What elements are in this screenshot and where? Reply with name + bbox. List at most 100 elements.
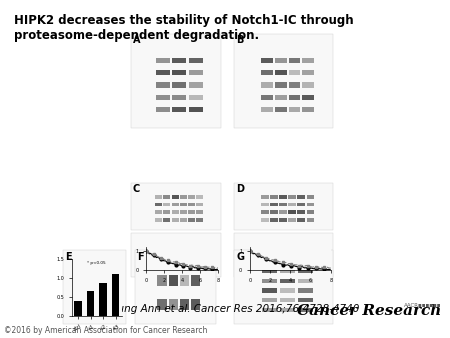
FancyBboxPatch shape xyxy=(234,250,333,324)
FancyBboxPatch shape xyxy=(288,95,300,100)
FancyBboxPatch shape xyxy=(135,250,216,324)
Text: C: C xyxy=(133,184,140,194)
FancyBboxPatch shape xyxy=(191,275,200,286)
FancyBboxPatch shape xyxy=(172,211,179,214)
FancyBboxPatch shape xyxy=(197,218,203,222)
FancyBboxPatch shape xyxy=(189,70,202,75)
FancyBboxPatch shape xyxy=(306,195,314,198)
FancyBboxPatch shape xyxy=(63,250,126,324)
FancyBboxPatch shape xyxy=(261,308,277,312)
FancyBboxPatch shape xyxy=(189,95,202,100)
Text: B: B xyxy=(236,35,243,46)
FancyBboxPatch shape xyxy=(298,308,313,312)
FancyBboxPatch shape xyxy=(172,82,186,88)
FancyBboxPatch shape xyxy=(156,82,170,88)
FancyBboxPatch shape xyxy=(261,218,269,222)
FancyBboxPatch shape xyxy=(280,269,295,273)
FancyBboxPatch shape xyxy=(280,298,295,302)
FancyBboxPatch shape xyxy=(188,195,195,198)
Bar xyxy=(74,301,82,316)
FancyBboxPatch shape xyxy=(298,298,313,302)
FancyBboxPatch shape xyxy=(163,211,171,214)
FancyBboxPatch shape xyxy=(180,211,187,214)
FancyBboxPatch shape xyxy=(275,58,287,63)
FancyBboxPatch shape xyxy=(261,82,273,88)
FancyBboxPatch shape xyxy=(163,203,171,206)
FancyBboxPatch shape xyxy=(163,218,171,222)
FancyBboxPatch shape xyxy=(180,275,189,286)
FancyBboxPatch shape xyxy=(275,70,287,75)
FancyBboxPatch shape xyxy=(130,233,220,277)
FancyBboxPatch shape xyxy=(172,95,186,100)
FancyBboxPatch shape xyxy=(280,308,295,312)
Bar xyxy=(87,291,94,316)
FancyBboxPatch shape xyxy=(298,269,313,273)
FancyBboxPatch shape xyxy=(189,82,202,88)
FancyBboxPatch shape xyxy=(169,275,178,286)
FancyBboxPatch shape xyxy=(197,211,203,214)
FancyBboxPatch shape xyxy=(130,183,220,230)
FancyBboxPatch shape xyxy=(163,195,171,198)
FancyBboxPatch shape xyxy=(288,195,296,198)
FancyBboxPatch shape xyxy=(130,34,220,128)
FancyBboxPatch shape xyxy=(261,298,277,302)
FancyBboxPatch shape xyxy=(234,183,333,230)
FancyBboxPatch shape xyxy=(302,95,314,100)
FancyBboxPatch shape xyxy=(261,203,269,206)
FancyBboxPatch shape xyxy=(155,218,162,222)
FancyBboxPatch shape xyxy=(288,211,296,214)
FancyBboxPatch shape xyxy=(288,82,300,88)
FancyBboxPatch shape xyxy=(189,107,202,113)
FancyBboxPatch shape xyxy=(261,70,273,75)
FancyBboxPatch shape xyxy=(302,82,314,88)
FancyBboxPatch shape xyxy=(280,288,295,293)
Text: D: D xyxy=(236,184,244,194)
FancyBboxPatch shape xyxy=(261,279,277,283)
FancyBboxPatch shape xyxy=(172,70,186,75)
FancyBboxPatch shape xyxy=(275,82,287,88)
FancyBboxPatch shape xyxy=(306,218,314,222)
FancyBboxPatch shape xyxy=(188,211,195,214)
Text: A: A xyxy=(133,35,140,46)
Text: E: E xyxy=(65,252,72,262)
FancyBboxPatch shape xyxy=(288,58,300,63)
FancyBboxPatch shape xyxy=(191,299,200,310)
FancyBboxPatch shape xyxy=(261,58,273,63)
FancyBboxPatch shape xyxy=(180,203,187,206)
FancyBboxPatch shape xyxy=(188,218,195,222)
FancyBboxPatch shape xyxy=(158,275,167,286)
FancyBboxPatch shape xyxy=(189,58,202,63)
Text: ©2016 by American Association for Cancer Research: ©2016 by American Association for Cancer… xyxy=(4,325,208,335)
FancyBboxPatch shape xyxy=(288,107,300,113)
FancyBboxPatch shape xyxy=(288,203,296,206)
Bar xyxy=(99,284,107,316)
FancyBboxPatch shape xyxy=(261,95,273,100)
FancyBboxPatch shape xyxy=(306,211,314,214)
FancyBboxPatch shape xyxy=(297,218,305,222)
FancyBboxPatch shape xyxy=(197,195,203,198)
FancyBboxPatch shape xyxy=(156,107,170,113)
FancyBboxPatch shape xyxy=(279,211,287,214)
FancyBboxPatch shape xyxy=(156,95,170,100)
FancyBboxPatch shape xyxy=(270,203,278,206)
FancyBboxPatch shape xyxy=(156,58,170,63)
FancyBboxPatch shape xyxy=(180,195,187,198)
FancyBboxPatch shape xyxy=(302,58,314,63)
FancyBboxPatch shape xyxy=(261,269,277,273)
Text: G: G xyxy=(236,252,244,262)
FancyBboxPatch shape xyxy=(288,218,296,222)
FancyBboxPatch shape xyxy=(155,203,162,206)
FancyBboxPatch shape xyxy=(279,195,287,198)
FancyBboxPatch shape xyxy=(197,203,203,206)
FancyBboxPatch shape xyxy=(261,211,269,214)
FancyBboxPatch shape xyxy=(288,70,300,75)
Text: Eun-Jung Ann et al. Cancer Res 2016;76:4728-4740: Eun-Jung Ann et al. Cancer Res 2016;76:4… xyxy=(91,304,359,314)
FancyBboxPatch shape xyxy=(280,279,295,283)
FancyBboxPatch shape xyxy=(297,211,305,214)
FancyBboxPatch shape xyxy=(155,195,162,198)
Text: * p<0.05: * p<0.05 xyxy=(87,262,106,265)
FancyBboxPatch shape xyxy=(172,218,179,222)
FancyBboxPatch shape xyxy=(172,195,179,198)
FancyBboxPatch shape xyxy=(180,299,189,310)
Bar xyxy=(112,274,119,316)
